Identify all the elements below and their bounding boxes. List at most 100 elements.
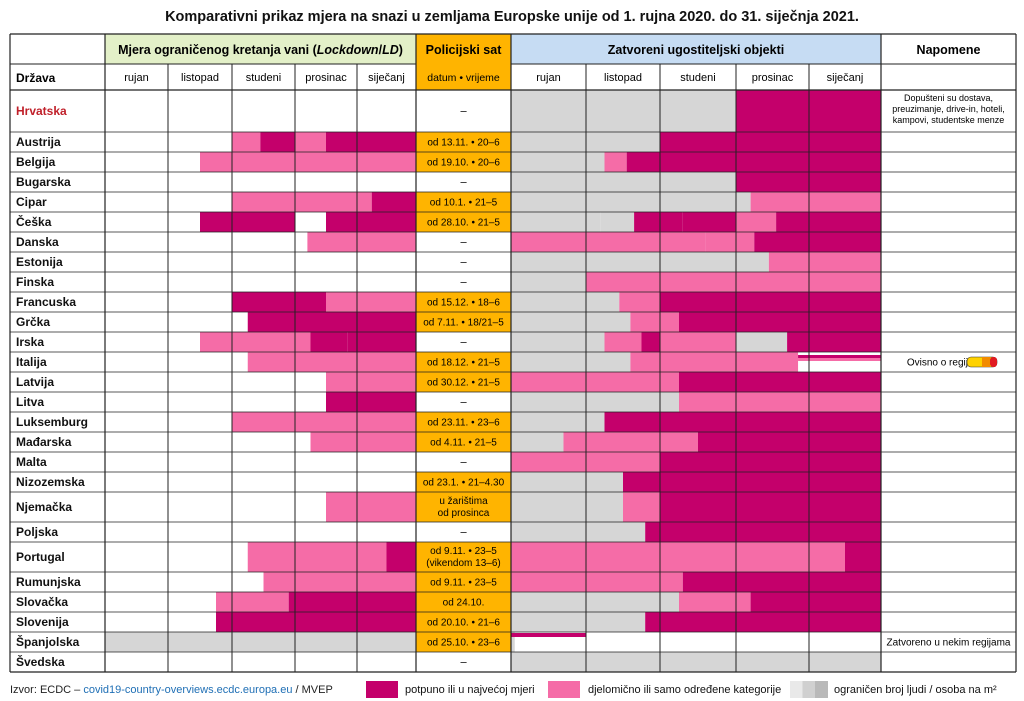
- lockdown-bar: [326, 492, 416, 522]
- country-label: Grčka: [16, 315, 50, 329]
- restaurant-bar: [679, 372, 881, 392]
- restaurant-bar: [736, 332, 788, 352]
- restaurant-bar: [682, 572, 881, 592]
- restaurant-bar: [705, 232, 755, 252]
- chart-title: Komparativni prikaz mjera na snazi u zem…: [165, 9, 859, 25]
- curfew-label: od 25.10. • 23–6: [427, 638, 500, 649]
- lockdown-bar: [247, 352, 416, 372]
- legend-swatch-limited: [790, 681, 828, 698]
- restaurant-bar: [641, 332, 660, 352]
- country-label: Španjolska: [16, 634, 80, 649]
- restaurant-bar: [750, 192, 881, 212]
- curfew-label: (vikendom 13–6): [426, 558, 500, 569]
- restaurant-bar: [660, 452, 881, 472]
- country-label: Estonija: [16, 255, 63, 269]
- restaurant-bar: [626, 152, 881, 172]
- country-label: Litva: [16, 395, 44, 409]
- lockdown-bar: [357, 392, 416, 412]
- country-label: Slovenija: [16, 615, 69, 629]
- curfew-subheader: datum • vrijeme: [427, 72, 500, 84]
- lockdown-bar: [263, 572, 416, 592]
- restaurant-bar: [619, 292, 660, 312]
- restaurant-bar: [511, 312, 631, 332]
- lockdown-bar: [216, 592, 289, 612]
- curfew-label: –: [460, 106, 467, 118]
- curfew-cell: [416, 452, 511, 472]
- country-label: Slovačka: [16, 595, 68, 609]
- lockdown-bar: [326, 372, 416, 392]
- lockdown-bar: [386, 542, 416, 572]
- curfew-cell: [416, 432, 511, 452]
- restaurant-bar: [511, 472, 623, 492]
- lockdown-bar: [307, 232, 416, 252]
- curfew-label: –: [460, 657, 467, 669]
- country-label: Austrija: [16, 135, 61, 149]
- curfew-cell: [416, 352, 511, 372]
- restaurant-bar: [630, 312, 679, 332]
- region-badge: [990, 357, 997, 367]
- source-suffix: / MVEP: [292, 684, 333, 696]
- lockdown-bar: [216, 612, 416, 632]
- month-tick-label: prosinac: [305, 72, 347, 84]
- month-tick-label: siječanj: [368, 72, 405, 84]
- row-header: Država: [16, 71, 56, 85]
- country-label: Njemačka: [16, 500, 72, 514]
- restaurant-bar: [679, 312, 881, 332]
- restaurant-bar: [511, 542, 845, 572]
- restaurants-group-header: Zatvoreni ugostiteljski objekti: [608, 43, 784, 57]
- curfew-label: od 23.11. • 23–6: [427, 418, 500, 429]
- curfew-label: od 15.12. • 18–6: [427, 298, 500, 309]
- restaurant-bar: [698, 432, 881, 452]
- month-tick-label: rujan: [536, 72, 560, 84]
- lockdown-bar: [200, 212, 295, 232]
- country-label: Irska: [16, 335, 44, 349]
- curfew-label: od 9.11. • 23–5: [430, 578, 497, 589]
- country-label: Poljska: [16, 525, 58, 539]
- curfew-cell: [416, 272, 511, 292]
- curfew-label: od prosinca: [438, 508, 490, 519]
- lockdown-bar: [371, 192, 416, 212]
- curfew-cell: [416, 132, 511, 152]
- lockdown-header-bg: [105, 34, 416, 64]
- lockdown-bar: [310, 332, 348, 352]
- country-label: Češka: [16, 214, 52, 229]
- country-label: Finska: [16, 275, 54, 289]
- curfew-cell: [416, 522, 511, 542]
- lockdown-bar: [105, 632, 416, 652]
- restaurant-bar: [511, 592, 586, 612]
- restaurant-bar: [586, 272, 881, 292]
- legend-swatch-partial: [548, 681, 580, 698]
- curfew-label: od 4.11. • 21–5: [430, 438, 497, 449]
- restaurant-bar: [511, 352, 631, 372]
- curfew-label: –: [460, 527, 467, 539]
- restaurant-bar: [660, 332, 736, 352]
- lockdown-bar: [232, 292, 326, 312]
- legend-label-partial: djelomično ili samo određene kategorije: [588, 684, 782, 696]
- curfew-label: –: [460, 457, 467, 469]
- curfew-label: od 28.10. • 21–5: [427, 218, 500, 229]
- restaurant-bar: [645, 612, 881, 632]
- curfew-cell: [416, 152, 511, 172]
- restaurant-bar: [511, 522, 646, 542]
- source-link[interactable]: covid19-country-overviews.ecdc.europa.eu: [83, 684, 293, 696]
- restaurant-bar: [660, 352, 799, 372]
- restaurant-bar: [511, 632, 515, 652]
- country-label: Rumunjska: [16, 575, 81, 589]
- restaurant-bar: [511, 332, 605, 352]
- curfew-label: u žarištima: [439, 496, 488, 507]
- country-label: Nizozemska: [16, 475, 85, 489]
- lockdown-bar: [326, 292, 416, 312]
- restaurant-bar: [563, 432, 698, 452]
- restaurant-bar: [750, 592, 881, 612]
- restaurant-bar: [511, 252, 769, 272]
- restaurant-bar: [679, 592, 751, 612]
- curfew-label: –: [460, 397, 467, 409]
- curfew-label: –: [460, 257, 467, 269]
- region-badge: [982, 357, 990, 367]
- restaurant-bar: [660, 492, 881, 522]
- country-label: Luksemburg: [16, 415, 88, 429]
- country-label: Italija: [16, 355, 47, 369]
- curfew-cell: [416, 542, 511, 572]
- restaurant-bar: [511, 633, 586, 637]
- curfew-cell: [416, 592, 511, 612]
